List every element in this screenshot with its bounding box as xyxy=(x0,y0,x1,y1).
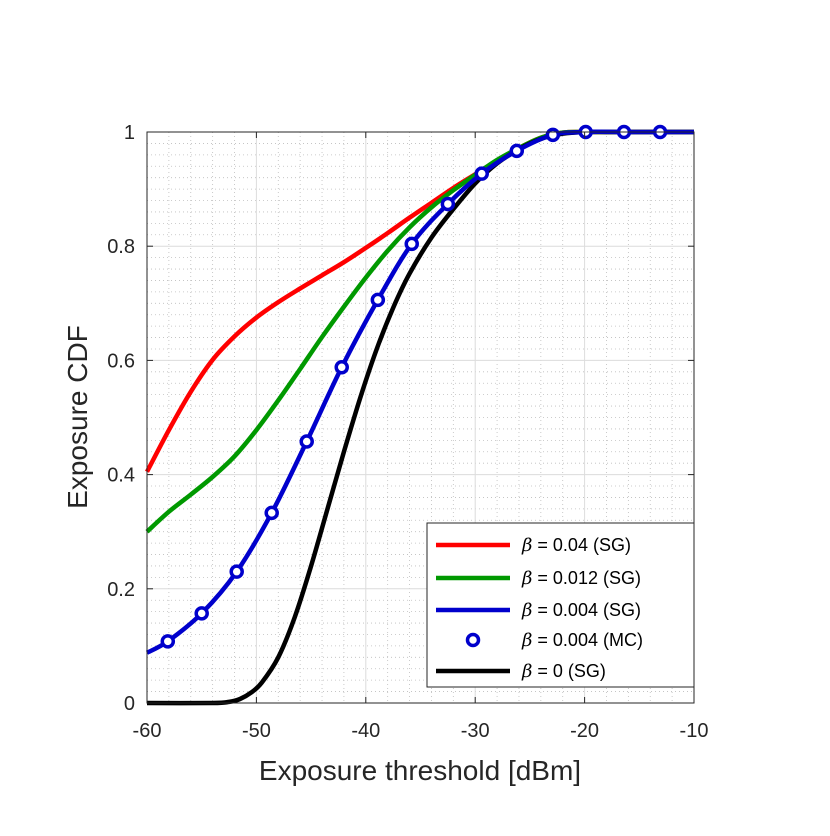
mc-marker xyxy=(194,606,209,621)
legend-beta-symbol: β xyxy=(521,600,532,621)
legend-swatch-marker xyxy=(465,632,481,648)
y-axis-label: Exposure CDF xyxy=(62,325,93,509)
mc-marker xyxy=(264,505,279,521)
x-tick-label: -60 xyxy=(133,720,162,742)
legend: β = 0.04 (SG)β = 0.012 (SG)β = 0.004 (SG… xyxy=(426,522,695,688)
y-tick-label: 0.8 xyxy=(107,236,135,258)
x-tick-label: -30 xyxy=(461,720,490,742)
legend-label-text: = 0 (SG) xyxy=(532,661,606,681)
x-tick-label: -50 xyxy=(242,720,271,742)
x-tick-label: -20 xyxy=(570,720,599,742)
legend-box xyxy=(426,522,695,688)
mc-marker xyxy=(509,143,525,159)
legend-label-text: = 0.012 (SG) xyxy=(532,568,641,588)
legend-label: β = 0 (SG) xyxy=(521,661,606,682)
mc-marker xyxy=(160,634,176,649)
axis-ticks xyxy=(146,131,695,704)
plot-frame xyxy=(146,131,695,704)
mc-marker xyxy=(474,166,490,181)
y-tick-label: 0 xyxy=(124,693,135,715)
legend-beta-symbol: β xyxy=(521,661,532,682)
legend-label-text: = 0.004 (SG) xyxy=(532,600,641,620)
legend-label-text: = 0.04 (SG) xyxy=(532,535,631,555)
x-tick-labels: -60 -50 -40 -30 -20 -10 xyxy=(133,720,709,742)
mc-marker xyxy=(440,196,456,212)
legend-label: β = 0.004 (SG) xyxy=(521,600,641,621)
y-tick-label: 0.4 xyxy=(107,465,135,487)
mc-marker xyxy=(299,434,314,449)
major-grid xyxy=(146,131,695,704)
x-tick-label: -40 xyxy=(351,720,380,742)
legend-beta-symbol: β xyxy=(521,535,532,556)
legend-label: β = 0.004 (MC) xyxy=(521,630,643,651)
y-tick-labels: 0 0.2 0.4 0.6 0.8 1 xyxy=(107,122,135,715)
mc-marker xyxy=(370,292,386,308)
mc-marker xyxy=(545,127,561,143)
mc-marker xyxy=(404,236,419,252)
legend-beta-symbol: β xyxy=(521,568,532,589)
y-tick-label: 1 xyxy=(124,122,135,144)
legend-label-text: = 0.004 (MC) xyxy=(532,630,643,650)
legend-label: β = 0.012 (SG) xyxy=(521,568,641,589)
x-axis-label: Exposure threshold [dBm] xyxy=(259,755,581,786)
y-tick-label: 0.6 xyxy=(107,350,135,372)
mc-marker xyxy=(334,360,349,375)
legend-beta-symbol: β xyxy=(521,630,532,651)
y-tick-label: 0.2 xyxy=(107,579,135,601)
x-tick-label: -10 xyxy=(680,720,709,742)
mc-marker xyxy=(229,564,244,579)
legend-label: β = 0.04 (SG) xyxy=(521,535,631,556)
